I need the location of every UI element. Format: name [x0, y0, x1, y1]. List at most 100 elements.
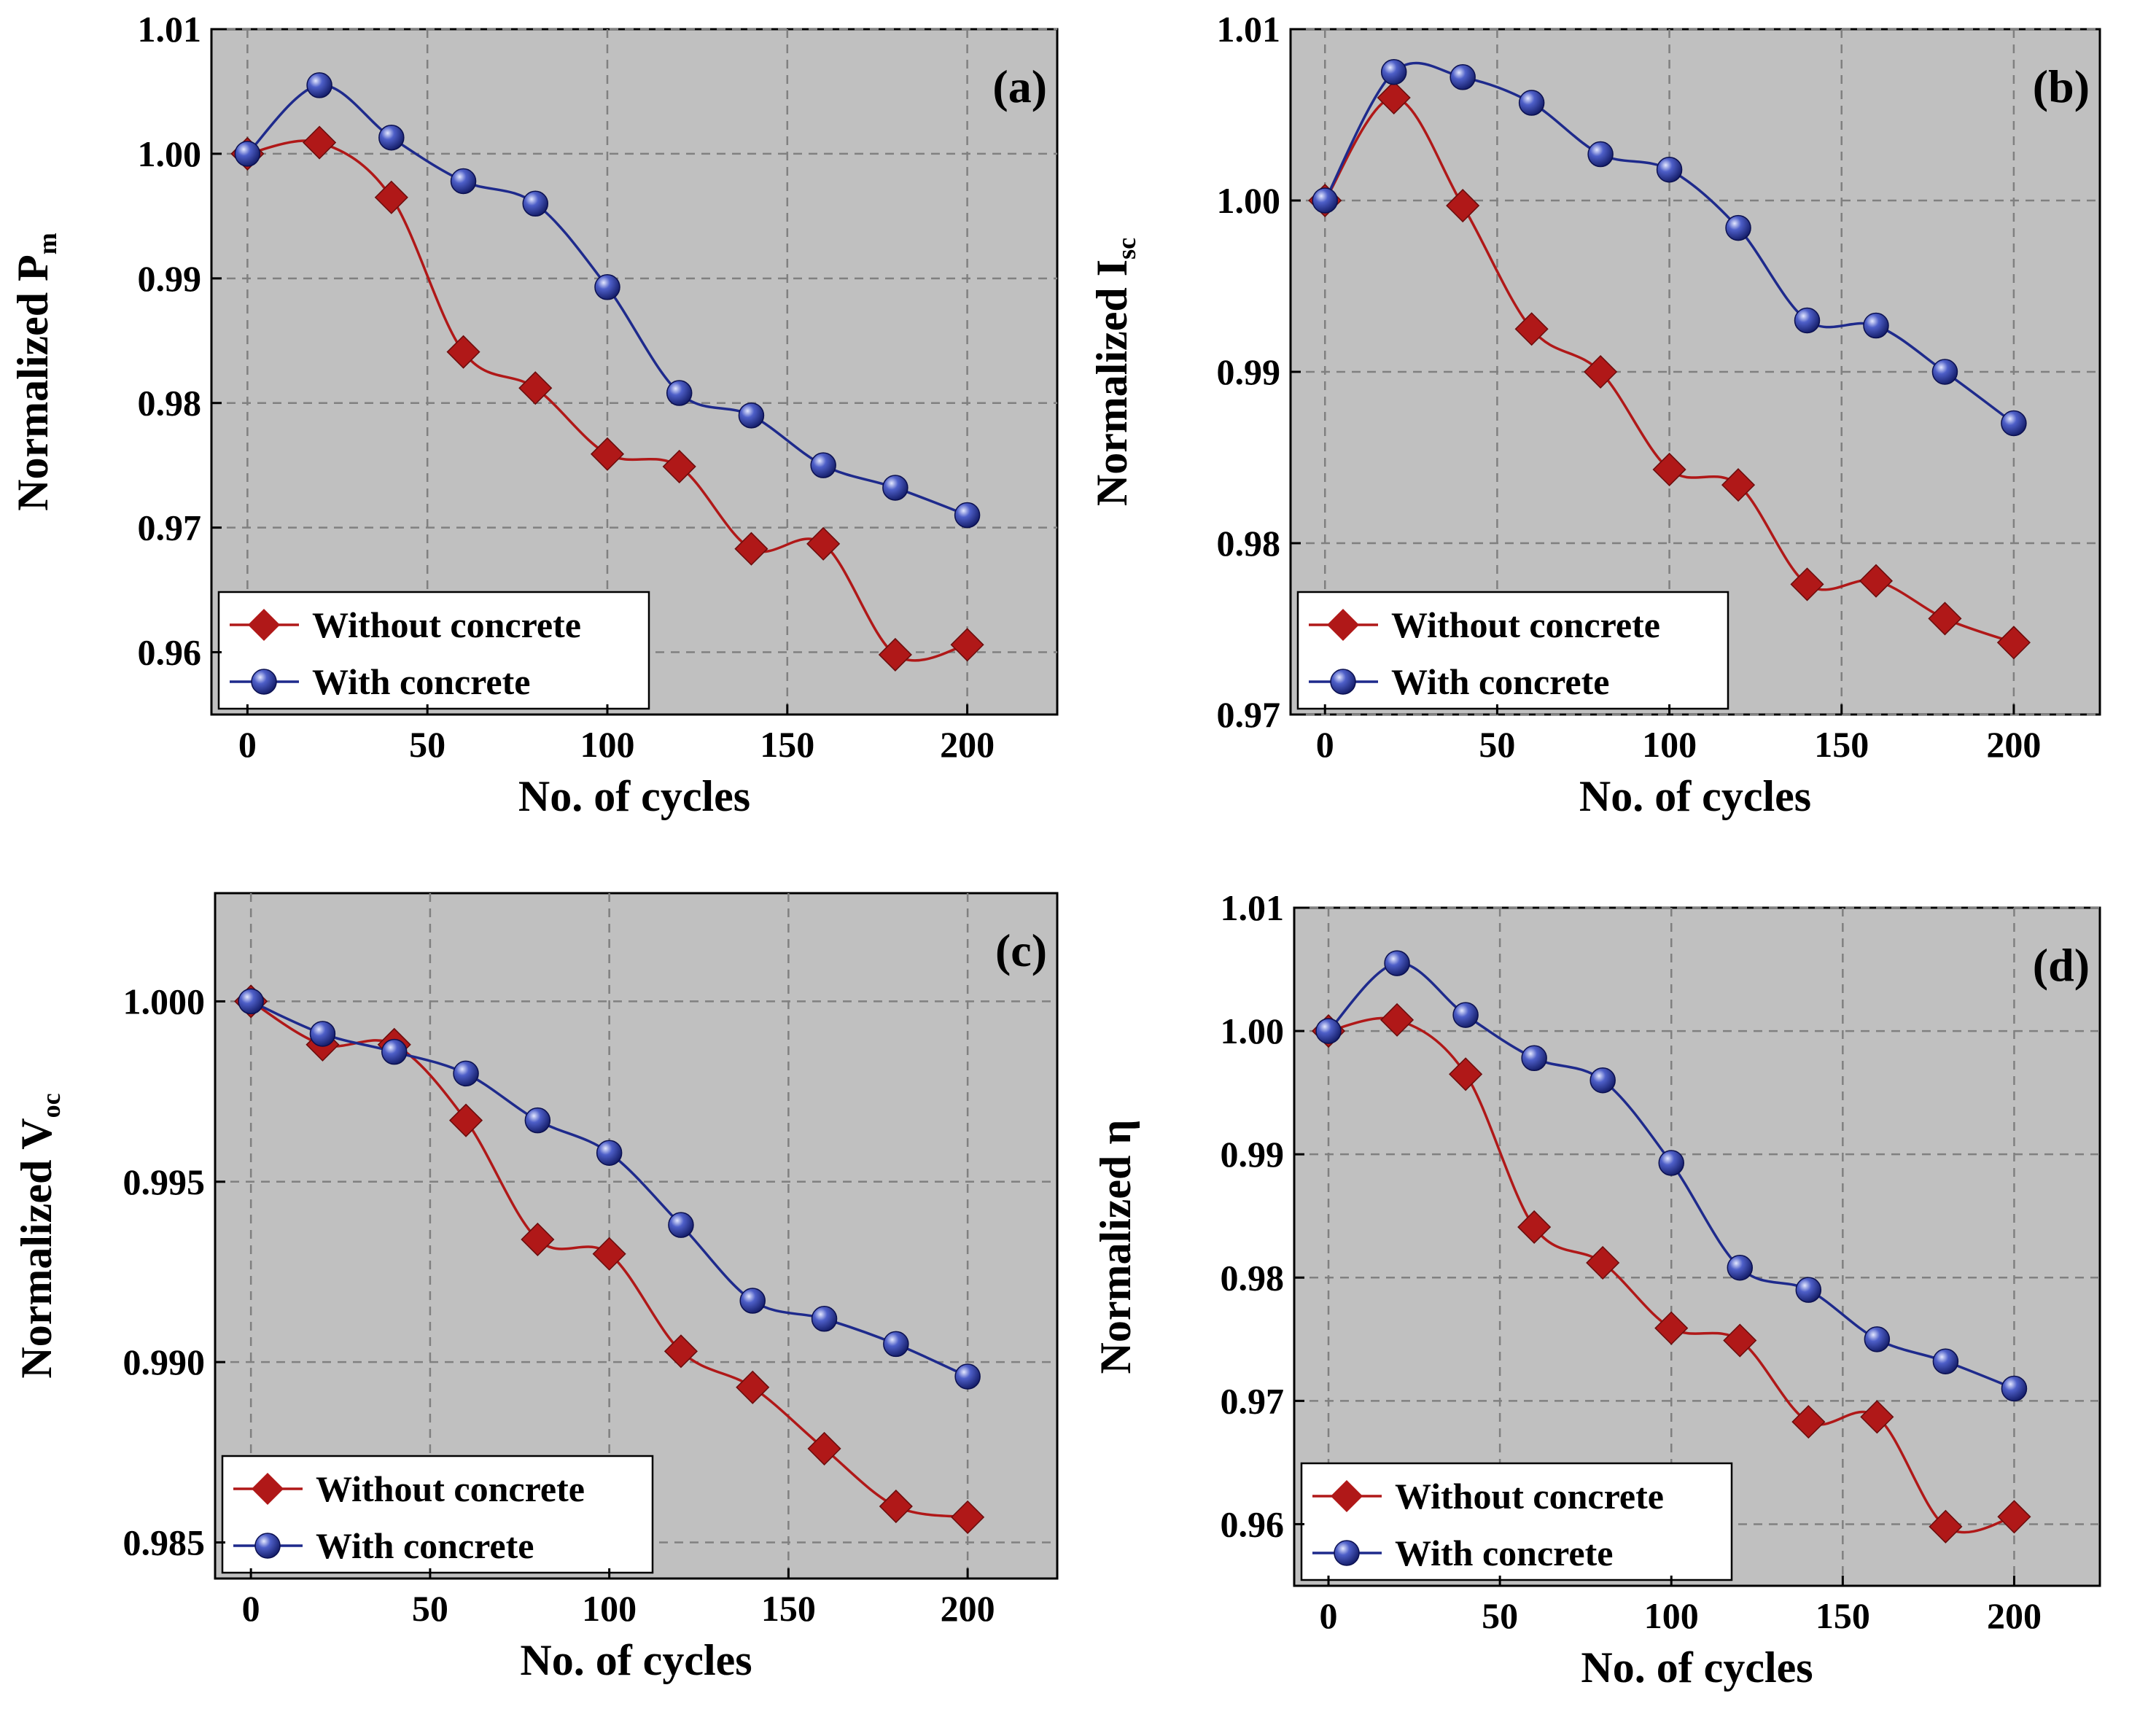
legend-label: Without concrete: [1391, 604, 1660, 645]
data-point-without-concrete: [664, 1334, 698, 1369]
data-point-with-concrete: [2001, 410, 2027, 437]
data-point-with-concrete: [309, 1021, 336, 1047]
data-point-with-concrete: [1864, 1326, 1891, 1352]
legend: Without concrete With concrete: [1296, 591, 1729, 710]
y-tick-label: 0.99: [1221, 1134, 1285, 1175]
data-point-without-concrete: [1997, 1500, 2031, 1534]
data-point-with-concrete: [1589, 1067, 1616, 1094]
y-tick-label: 0.97: [1221, 1380, 1285, 1421]
data-point-with-concrete: [1725, 214, 1751, 241]
legend-box: [221, 1455, 654, 1574]
data-point-with-concrete: [524, 1107, 551, 1134]
data-point-without-concrete: [446, 335, 480, 369]
data-point-without-concrete: [303, 125, 337, 160]
data-point-without-concrete: [1446, 188, 1480, 223]
data-point-without-concrete: [1790, 567, 1824, 602]
data-point-with-concrete: [1863, 312, 1889, 339]
data-point-with-concrete: [1380, 59, 1407, 85]
data-point-with-concrete: [378, 124, 405, 151]
x-tick-label: 100: [1644, 1595, 1699, 1636]
x-tick-label: 200: [941, 1588, 995, 1629]
series-layer: [234, 984, 985, 1534]
data-point-without-concrete: [1996, 626, 2031, 660]
x-tick-label: 0: [242, 1588, 260, 1629]
x-tick-label: 50: [412, 1588, 448, 1629]
y-tick-label: 1.01: [1217, 9, 1281, 50]
y-tick-label: 1.01: [138, 9, 202, 50]
y-tick-labels: 0.96 0.97 0.98 0.99 1.00 1.01: [1221, 887, 1304, 1544]
y-tick-label: 0.990: [123, 1342, 206, 1382]
data-point-without-concrete: [448, 1103, 483, 1137]
y-tick-labels: 0.985 0.990 0.995 1.000: [123, 981, 225, 1563]
data-point-with-concrete: [238, 988, 264, 1015]
legend-box: [217, 591, 650, 710]
y-tick-label: 1.00: [1221, 1011, 1285, 1051]
series-layer: [230, 72, 984, 672]
x-axis-title: No. of cycles: [1581, 1643, 1813, 1692]
x-tick-label: 200: [1986, 724, 2041, 765]
legend-label: With concrete: [316, 1525, 534, 1566]
data-point-without-concrete: [1721, 468, 1756, 502]
legend-marker-diamond: [252, 1473, 284, 1505]
data-point-with-concrete: [381, 1038, 408, 1065]
legend-marker-sphere: [1334, 1540, 1360, 1566]
x-tick-label: 150: [761, 1588, 816, 1629]
legend-marker-sphere: [251, 669, 277, 695]
data-point-without-concrete: [878, 637, 912, 672]
data-point-with-concrete: [668, 1212, 694, 1238]
legend-marker-sphere: [1330, 669, 1356, 695]
data-point-with-concrete: [1384, 950, 1410, 976]
panel-label: (c): [995, 925, 1047, 976]
data-point-without-concrete: [590, 437, 625, 471]
data-point-with-concrete: [1312, 187, 1338, 214]
data-point-with-concrete: [811, 1306, 838, 1332]
data-point-with-concrete: [883, 1331, 909, 1358]
y-tick-label: 0.98: [138, 383, 202, 424]
x-tick-label: 50: [409, 724, 445, 765]
data-point-with-concrete: [234, 141, 261, 167]
data-point-without-concrete: [662, 449, 696, 483]
y-axis-title-main: Normalized η: [1091, 1120, 1140, 1374]
x-tick-label: 100: [580, 724, 634, 765]
x-tick-labels: 0 50 100 150 200: [1316, 704, 2041, 765]
data-point-with-concrete: [1521, 1045, 1547, 1072]
data-point-without-concrete: [879, 1489, 913, 1524]
data-point-without-concrete: [806, 526, 841, 561]
data-point-without-concrete: [736, 1370, 770, 1404]
legend-box: [1296, 591, 1729, 710]
legend: Without concrete With concrete: [221, 1455, 654, 1574]
x-tick-label: 0: [1320, 1595, 1338, 1636]
data-point-with-concrete: [1449, 64, 1476, 90]
data-point-with-concrete: [450, 168, 477, 195]
y-tick-labels: 0.96 0.97 0.98 0.99 1.00 1.01: [138, 9, 222, 673]
data-point-without-concrete: [1517, 1210, 1552, 1245]
data-point-with-concrete: [1315, 1018, 1342, 1044]
x-tick-label: 150: [1814, 724, 1869, 765]
data-point-with-concrete: [810, 452, 836, 478]
data-point-without-concrete: [1380, 1003, 1415, 1037]
y-axis-title: Normalized Pm: [9, 233, 62, 511]
data-point-with-concrete: [522, 190, 549, 217]
data-point-without-concrete: [1723, 1323, 1757, 1358]
data-point-with-concrete: [306, 72, 332, 98]
x-tick-labels: 0 50 100 150 200: [242, 1568, 995, 1629]
data-point-with-concrete: [596, 1140, 623, 1166]
x-tick-label: 100: [582, 1588, 637, 1629]
legend-marker-diamond: [248, 609, 280, 641]
y-tick-label: 0.98: [1217, 523, 1281, 564]
data-point-without-concrete: [951, 1500, 985, 1534]
data-point-with-concrete: [1727, 1254, 1754, 1281]
data-point-with-concrete: [738, 402, 765, 429]
y-axis-title: Normalized Isc: [1088, 238, 1141, 506]
x-axis-title: No. of cycles: [1579, 772, 1811, 820]
x-tick-label: 0: [238, 724, 257, 765]
data-point-without-concrete: [1654, 1311, 1689, 1345]
data-point-without-concrete: [1652, 452, 1686, 487]
y-tick-label: 0.99: [1217, 351, 1281, 392]
data-point-without-concrete: [1449, 1057, 1483, 1091]
y-tick-label: 1.00: [1217, 180, 1281, 221]
x-tick-label: 100: [1642, 724, 1697, 765]
